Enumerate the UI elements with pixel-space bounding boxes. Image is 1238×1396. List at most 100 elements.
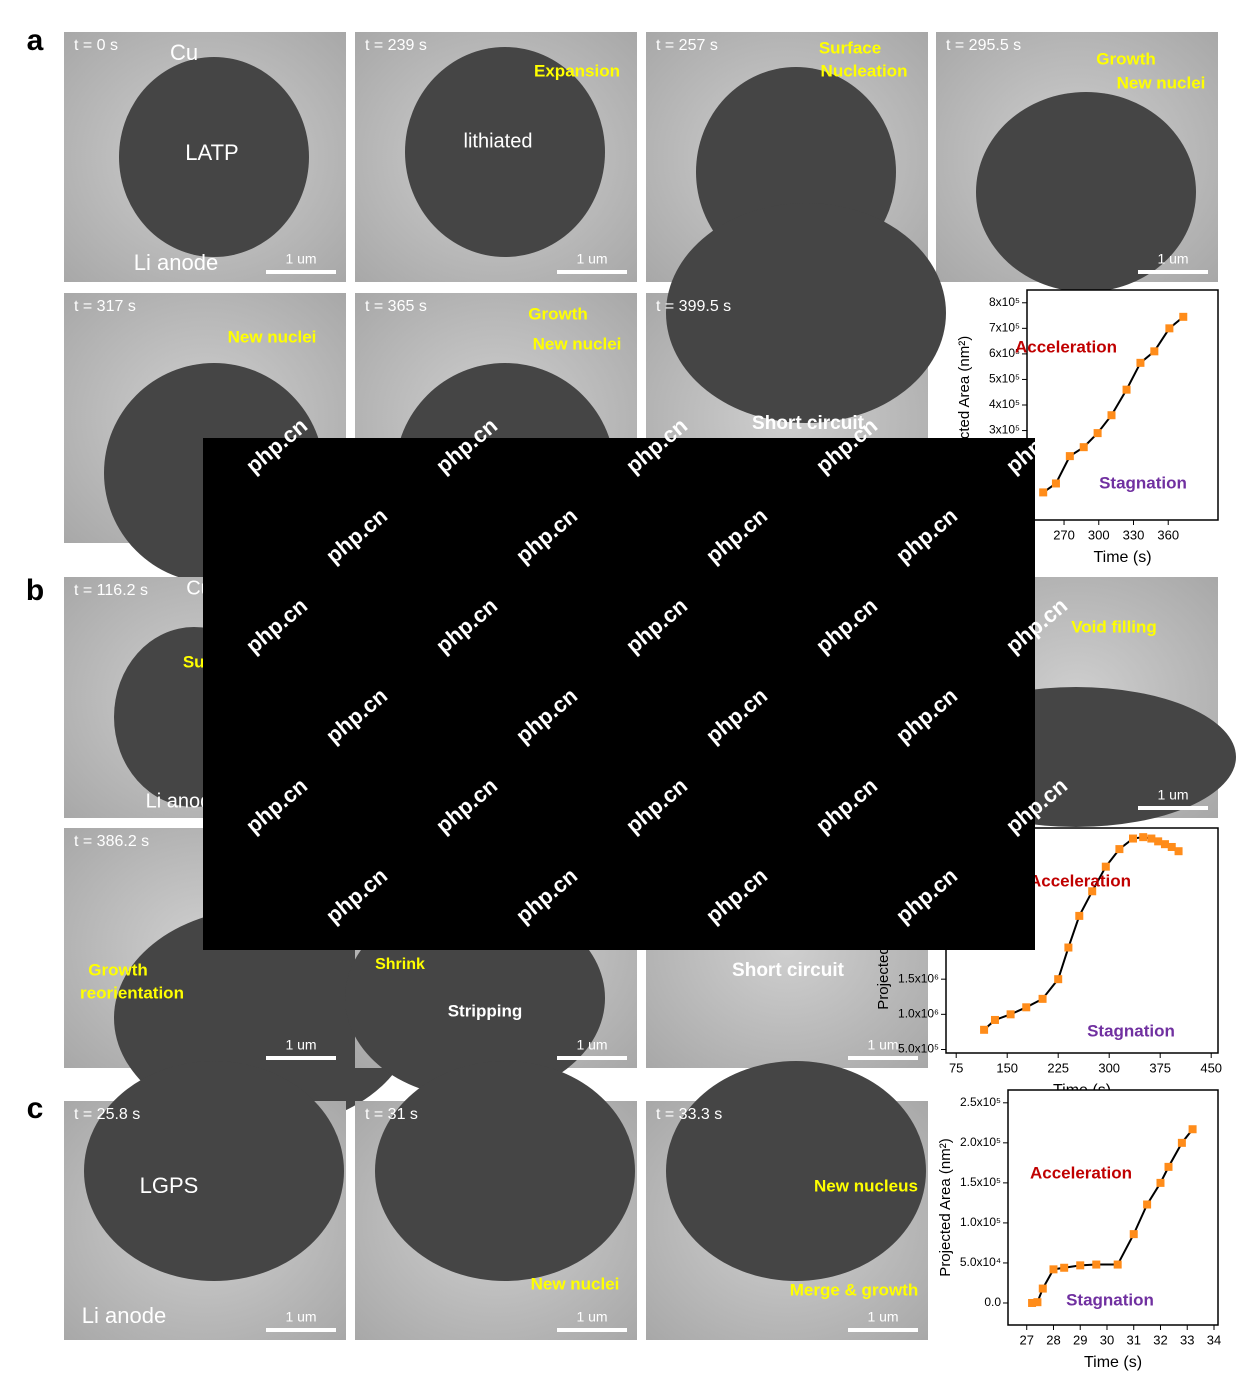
y-tick-label: 1.0x10⁵ — [960, 1215, 1001, 1229]
time-label: t = 33.3 s — [656, 1106, 722, 1123]
time-label: t = 116.2 s — [74, 582, 148, 599]
panel-label: Growth — [1096, 49, 1156, 68]
data-point — [1051, 479, 1060, 488]
x-tick-label: 450 — [1200, 1060, 1222, 1075]
time-label: t = 317 s — [74, 298, 136, 315]
data-point — [1165, 324, 1174, 333]
particle — [84, 1061, 344, 1281]
data-point — [1167, 842, 1176, 851]
y-tick-label: 1.5x10⁶ — [898, 971, 939, 985]
panel-label: New nuclei — [531, 1274, 620, 1293]
data-point — [1113, 1260, 1122, 1269]
panel-label: Expansion — [534, 61, 620, 80]
panel-label: New nuclei — [228, 327, 317, 346]
data-point — [1022, 1003, 1031, 1012]
data-point — [1160, 840, 1169, 849]
x-tick-label: 29 — [1073, 1332, 1087, 1347]
scale-bar-label: 1 um — [867, 1309, 898, 1325]
time-label: t = 257 s — [656, 37, 718, 54]
data-point — [990, 1015, 999, 1024]
data-point — [1076, 1261, 1085, 1270]
data-point — [1143, 1200, 1152, 1209]
data-point — [1139, 833, 1148, 842]
data-point — [1179, 312, 1188, 321]
annotation: Acceleration — [1030, 1163, 1132, 1182]
data-point — [1101, 862, 1110, 871]
data-point — [1054, 975, 1063, 984]
y-tick-label: 5x10⁵ — [989, 372, 1020, 386]
image-panel: t = 239 s Expansion lithiated 1 um — [355, 32, 637, 282]
y-tick-label: 1.0x10⁶ — [898, 1007, 939, 1021]
panel-label: New nuclei — [1117, 73, 1206, 92]
x-tick-label: 32 — [1153, 1332, 1167, 1347]
y-tick-label: 5.0x10⁴ — [960, 1255, 1001, 1269]
time-label: t = 31 s — [365, 1106, 418, 1123]
plot-area — [1007, 1089, 1219, 1326]
annotation: Stagnation — [1066, 1290, 1154, 1309]
time-label: t = 295.5 s — [946, 37, 1021, 54]
panel-letter: c — [27, 1092, 44, 1125]
data-point — [1033, 1298, 1042, 1307]
particle — [119, 57, 309, 257]
x-tick-label: 300 — [1098, 1060, 1120, 1075]
annotation: Stagnation — [1099, 473, 1187, 492]
x-tick-label: 31 — [1126, 1332, 1140, 1347]
panel-label: Short circuit — [752, 413, 865, 434]
data-point — [1065, 452, 1074, 461]
data-point — [1129, 1230, 1138, 1239]
x-tick-label: 34 — [1207, 1332, 1221, 1347]
panel-label: lithiated — [464, 130, 533, 152]
data-point — [1060, 1263, 1069, 1272]
data-point — [1038, 1284, 1047, 1293]
annotation: Acceleration — [1029, 871, 1131, 890]
panel-label: Void filling — [1071, 617, 1157, 636]
time-label: t = 25.8 s — [74, 1106, 140, 1123]
image-panel: t = 33.3 s New nucleus Merge & growth 1 um — [646, 1061, 928, 1340]
data-point — [1154, 837, 1163, 846]
panel-label: New nuclei — [533, 334, 622, 353]
data-point — [1115, 845, 1124, 854]
panel-label: Shrink — [375, 956, 425, 973]
scale-bar-label: 1 um — [285, 1309, 316, 1325]
x-tick-label: 300 — [1088, 527, 1110, 542]
x-tick-label: 30 — [1100, 1332, 1114, 1347]
x-tick-label: 33 — [1180, 1332, 1194, 1347]
data-point — [1136, 358, 1145, 367]
data-point — [1174, 847, 1183, 856]
y-tick-label: 7x10⁵ — [989, 321, 1020, 335]
panel-label: Nucleation — [821, 61, 908, 80]
data-point — [1150, 347, 1159, 356]
x-tick-label: 75 — [949, 1060, 963, 1075]
panel-label: Short circuit — [732, 960, 845, 981]
panel-letter: a — [27, 24, 44, 57]
data-point — [1038, 994, 1047, 1003]
image-panel: t = 295.5 s Growth New nuclei 1 um — [936, 32, 1218, 292]
y-tick-label: 4x10⁵ — [989, 397, 1020, 411]
scale-bar-label: 1 um — [867, 1037, 898, 1053]
x-tick-label: 375 — [1149, 1060, 1171, 1075]
data-point — [1122, 385, 1131, 394]
particle — [375, 1061, 635, 1281]
panel-label: Merge & growth — [790, 1280, 918, 1299]
data-point — [1188, 1125, 1197, 1134]
data-point — [1006, 1010, 1015, 1019]
image-panel: t = 31 s New nuclei 1 um — [355, 1061, 637, 1340]
panel-label: Surface — [819, 38, 881, 57]
panel-label: Cu — [170, 40, 198, 65]
scale-bar-label: 1 um — [285, 1037, 316, 1053]
data-point — [1156, 1178, 1165, 1187]
panel-label: Stripping — [448, 1001, 523, 1020]
panel-letter: b — [26, 574, 44, 607]
particle — [666, 1061, 926, 1281]
x-tick-label: 27 — [1019, 1332, 1033, 1347]
time-label: t = 239 s — [365, 37, 427, 54]
particle — [666, 203, 946, 423]
scale-bar-label: 1 um — [1157, 251, 1188, 267]
image-panel: t = 0 s Cu LATP Li anode 1 um — [64, 32, 346, 282]
data-point — [1075, 911, 1084, 920]
data-point — [980, 1025, 989, 1034]
x-tick-label: 270 — [1053, 527, 1075, 542]
time-label: t = 399.5 s — [656, 298, 731, 315]
data-point — [1039, 488, 1048, 497]
